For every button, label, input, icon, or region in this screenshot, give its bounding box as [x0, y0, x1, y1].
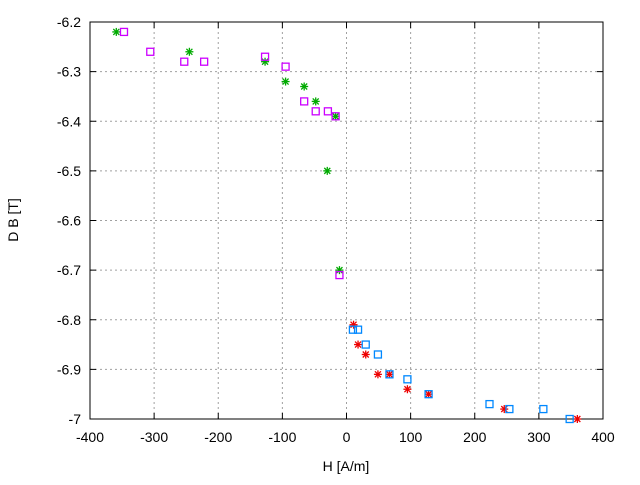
data-point-square: [331, 112, 340, 121]
data-point-square: [199, 57, 209, 66]
data-point-star: [354, 340, 363, 349]
data-point-square: [323, 107, 333, 116]
data-point-star: [573, 415, 582, 423]
data-point-square: [539, 404, 548, 414]
data-point-star: [112, 27, 121, 36]
x-tick-label: 200: [463, 429, 487, 445]
x-tick-label: 100: [399, 429, 423, 445]
data-point-square: [119, 27, 129, 37]
data-points: [112, 27, 582, 424]
data-point-square: [505, 404, 514, 414]
data-point-square: [361, 340, 370, 349]
y-axis-label: D B [T]: [5, 198, 21, 242]
data-point-square: [348, 325, 358, 334]
plot-frame: [89, 21, 604, 420]
x-tick-label: -300: [140, 429, 168, 445]
data-point-star: [335, 266, 344, 275]
x-tick-label: 400: [591, 429, 615, 445]
data-point-square: [300, 97, 309, 106]
data-point-square: [485, 399, 494, 409]
x-tick-label: 300: [527, 429, 551, 445]
y-tick-label: -6.9: [57, 361, 81, 377]
data-point-star: [331, 112, 340, 121]
x-tick-label: -100: [268, 429, 296, 445]
data-point-square: [260, 52, 270, 61]
data-point-star: [361, 350, 370, 359]
data-point-square: [335, 270, 344, 280]
x-tick-label: -200: [204, 429, 232, 445]
data-point-star: [185, 47, 194, 56]
data-point-star: [385, 370, 394, 379]
y-tick-label: -6.8: [57, 312, 81, 328]
data-point-square: [180, 57, 189, 66]
data-point-square: [424, 390, 433, 399]
data-point-square: [281, 62, 290, 71]
y-tick-label: -6.5: [57, 163, 81, 179]
data-point-star: [323, 166, 332, 175]
data-point-square: [403, 375, 412, 384]
data-point-star: [300, 82, 309, 91]
data-point-star: [261, 57, 270, 66]
data-point-star: [424, 390, 433, 399]
y-tick-label: -6.6: [57, 213, 81, 229]
data-point-square: [565, 414, 574, 424]
data-point-star: [311, 97, 320, 106]
grid: [90, 22, 603, 419]
x-tick-label: -400: [76, 429, 104, 445]
y-tick-label: -6.2: [57, 14, 81, 30]
y-tick-label: -6.3: [57, 64, 81, 80]
y-tick-label: -6.7: [57, 262, 81, 278]
data-point-star: [403, 385, 412, 394]
y-tick-label: -6.4: [57, 113, 81, 129]
data-point-square: [146, 47, 155, 56]
x-tick-label: 0: [343, 429, 351, 445]
data-point-square: [311, 107, 320, 116]
y-tick-label: -7: [69, 411, 82, 427]
data-point-star: [500, 405, 509, 414]
data-point-square: [353, 325, 363, 334]
data-point-square: [385, 370, 394, 379]
data-point-star: [281, 77, 290, 86]
x-axis-label: H [A/m]: [323, 458, 370, 474]
data-point-square: [373, 350, 383, 359]
axis-ticks: -400 -300 -200 -100 0 100 200 300 400 -6.2 -6.3 -6.…: [57, 14, 615, 445]
data-point-star: [373, 370, 382, 379]
